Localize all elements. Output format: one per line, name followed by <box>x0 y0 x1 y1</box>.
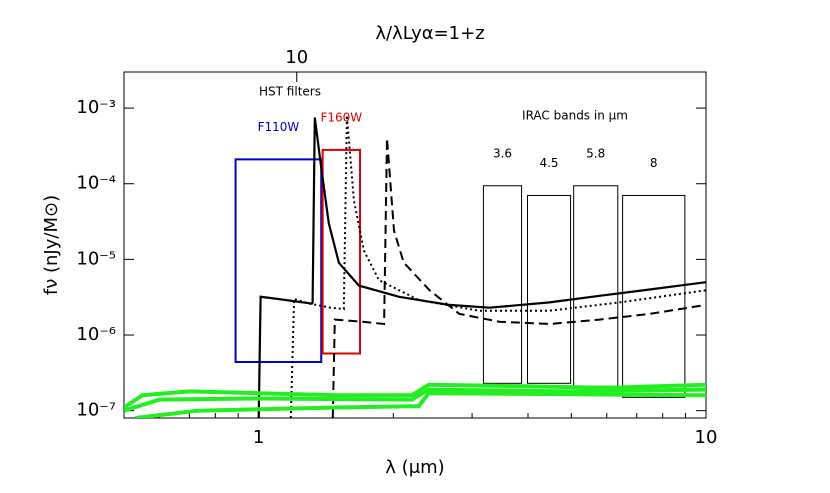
filter-label: 4.5 <box>539 156 558 170</box>
series-line <box>124 382 706 410</box>
y-tick-label: 10⁻³ <box>76 97 116 118</box>
filter-label: F160W <box>320 110 362 124</box>
y-tick-label: 10⁻⁶ <box>76 324 116 345</box>
y-tick-label: 10⁻⁴ <box>76 173 116 194</box>
y-tick-label: 10⁻⁷ <box>76 400 116 421</box>
filter-label: F110W <box>258 120 300 134</box>
series-line <box>289 115 706 418</box>
series-line <box>135 391 706 418</box>
filter-band <box>573 185 619 387</box>
plot-frame <box>123 71 707 419</box>
filter-band <box>321 148 362 355</box>
filter-label: 5.8 <box>586 146 605 160</box>
filter-band <box>622 194 686 398</box>
top-axis-label: λ/λLyα=1+z <box>375 23 484 44</box>
series-line <box>331 138 706 418</box>
y-tick-label: 10⁻⁵ <box>76 248 116 269</box>
x-tick-label: 10 <box>695 427 718 448</box>
filter-label: 8 <box>650 156 658 170</box>
x-axis-label: λ (μm) <box>385 457 444 478</box>
series-line <box>124 387 706 413</box>
x-tick-label: 1 <box>253 427 264 448</box>
y-axis-label: fν (nJy/M⊙) <box>41 195 62 295</box>
series-line <box>257 117 706 418</box>
filter-band <box>482 185 523 384</box>
filter-label: 3.6 <box>493 146 512 160</box>
x2-tick-label: 10 <box>285 47 308 68</box>
filter-band <box>234 158 323 363</box>
annotation: IRAC bands in μm <box>522 109 628 123</box>
filter-band <box>527 194 572 384</box>
plot-area <box>124 115 706 418</box>
annotation: HST filters <box>259 85 321 99</box>
